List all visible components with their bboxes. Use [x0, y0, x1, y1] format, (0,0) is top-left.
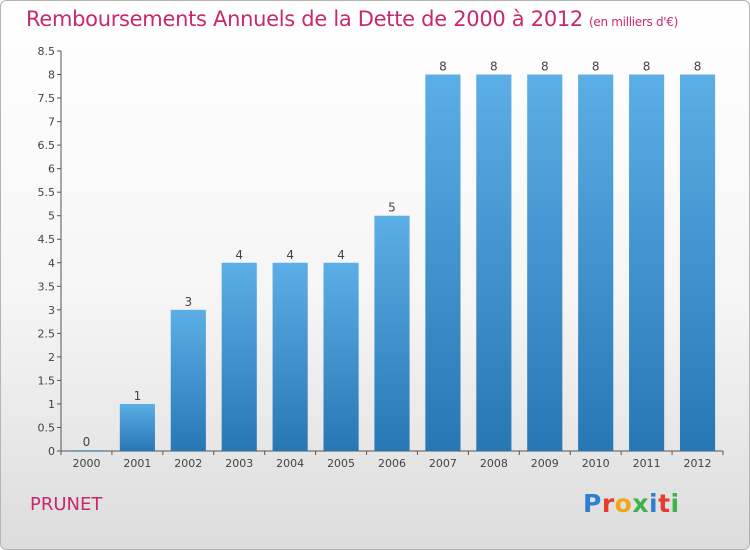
y-tick-label: 1.5	[38, 374, 56, 387]
value-label-2008: 8	[490, 60, 498, 74]
value-label-2010: 8	[592, 60, 600, 74]
bar-2006	[374, 215, 410, 451]
bar-2004	[272, 262, 308, 451]
y-tick-label: 2.5	[38, 327, 56, 340]
x-tick-label: 2002	[174, 457, 202, 470]
y-tick-label: 3	[48, 304, 55, 317]
bar-2002	[170, 309, 206, 451]
logo-letter: o	[614, 489, 633, 518]
bar-2009	[527, 74, 563, 451]
bar-2000	[68, 450, 105, 451]
proxiti-logo[interactable]: Proxiti	[583, 489, 680, 518]
y-tick-label: 5	[48, 210, 55, 223]
y-tick-label: 1	[48, 398, 55, 411]
bar-2008	[476, 74, 512, 451]
bar-2001	[119, 403, 155, 451]
bar-2005	[323, 262, 359, 451]
y-tick-label: 6	[48, 163, 55, 176]
x-tick-label: 2005	[327, 457, 355, 470]
value-label-2001: 1	[134, 389, 142, 403]
value-label-2007: 8	[439, 60, 447, 74]
x-tick-label: 2009	[531, 457, 559, 470]
value-label-2000: 0	[83, 435, 91, 449]
logo-letter: x	[632, 489, 649, 518]
x-tick-label: 2008	[480, 457, 508, 470]
x-tick-label: 2010	[582, 457, 610, 470]
logo-letter: P	[583, 489, 602, 518]
value-label-2006: 5	[388, 201, 396, 215]
logo-letter: i	[649, 489, 659, 518]
x-tick-label: 2004	[276, 457, 304, 470]
x-tick-label: 2000	[72, 457, 100, 470]
x-tick-label: 2011	[633, 457, 661, 470]
x-tick-label: 2001	[123, 457, 151, 470]
chart-title: Remboursements Annuels de la Dette de 20…	[26, 7, 678, 31]
y-tick-label: 7.5	[38, 92, 56, 105]
logo-letter: r	[601, 489, 615, 518]
y-tick-label: 4	[48, 257, 55, 270]
chart-title-text: Remboursements Annuels de la Dette de 20…	[26, 7, 583, 31]
y-tick-label: 7	[48, 116, 55, 129]
value-label-2002: 3	[184, 295, 192, 309]
value-label-2009: 8	[541, 60, 549, 74]
bar-2011	[629, 74, 665, 451]
bar-2007	[425, 74, 461, 451]
value-label-2004: 4	[286, 248, 294, 262]
bar-2010	[578, 74, 614, 451]
x-tick-label: 2007	[429, 457, 457, 470]
bar-2012	[679, 74, 716, 451]
value-label-2005: 4	[337, 248, 345, 262]
logo-letter: i	[670, 489, 680, 518]
y-tick-label: 0.5	[38, 421, 56, 434]
y-tick-label: 6.5	[38, 139, 56, 152]
y-tick-label: 4.5	[38, 233, 56, 246]
x-tick-label: 2003	[225, 457, 253, 470]
bar-2003	[221, 262, 257, 451]
value-label-2003: 4	[235, 248, 243, 262]
y-tick-label: 8.5	[38, 45, 56, 58]
y-tick-label: 2	[48, 351, 55, 364]
x-tick-label: 2012	[684, 457, 712, 470]
y-tick-label: 8	[48, 69, 55, 82]
value-label-2011: 8	[643, 60, 651, 74]
y-tick-label: 0	[48, 445, 55, 458]
logo-letter: t	[658, 489, 671, 518]
value-label-2012: 8	[694, 60, 702, 74]
x-tick-label: 2006	[378, 457, 406, 470]
y-tick-label: 3.5	[38, 280, 56, 293]
y-tick-label: 5.5	[38, 186, 56, 199]
chart-unit: (en milliers d'€)	[589, 15, 679, 29]
commune-name: PRUNET	[30, 494, 103, 515]
